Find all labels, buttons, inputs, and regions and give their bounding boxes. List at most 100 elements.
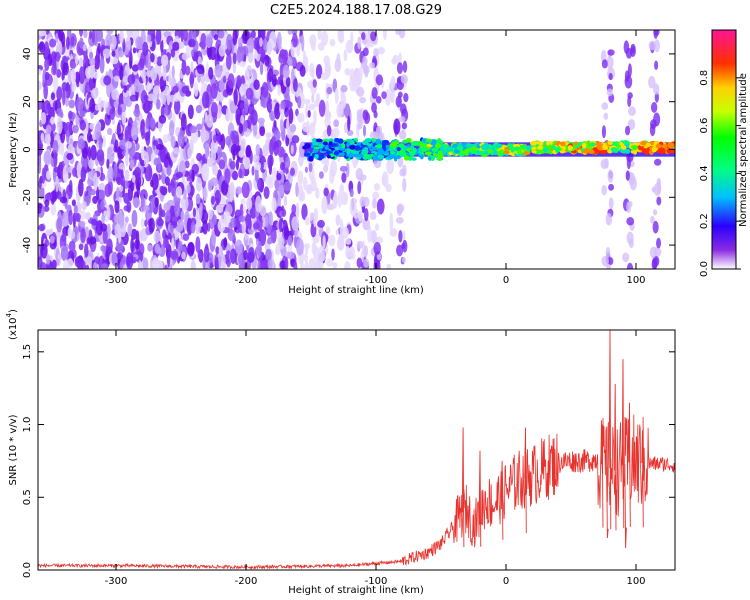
signal-cell — [560, 141, 566, 147]
noise-cell — [74, 54, 79, 66]
signal-cell — [438, 150, 443, 154]
signal-cell — [525, 145, 532, 151]
noise-cell — [303, 252, 308, 263]
signal-cell — [406, 147, 411, 153]
noise-cell — [38, 101, 43, 110]
noise-cell — [308, 103, 316, 111]
noise-cell — [335, 215, 341, 225]
noise-cell — [237, 37, 243, 48]
streak-cell — [370, 31, 377, 42]
streak-cell — [651, 258, 658, 269]
snr-spike — [524, 427, 527, 534]
noise-cell — [45, 133, 51, 145]
streak-cell — [398, 130, 407, 140]
noise-cell — [125, 216, 129, 223]
noise-cell — [52, 139, 59, 155]
noise-cell — [267, 67, 274, 83]
noise-cell — [239, 203, 244, 219]
noise-cell — [49, 38, 57, 48]
signal-cell — [661, 143, 668, 148]
noise-cell — [102, 135, 107, 148]
streak-cell — [630, 43, 636, 54]
streak-cell — [626, 201, 631, 214]
signal-cell — [437, 152, 444, 159]
streak-cell — [372, 197, 377, 209]
noise-cell — [160, 54, 169, 67]
noise-cell — [95, 186, 100, 201]
noise-cell — [91, 218, 98, 226]
noise-cell — [168, 77, 176, 87]
signal-cell — [587, 149, 595, 154]
noise-cell — [352, 208, 359, 219]
signal-cell — [398, 143, 405, 147]
streak-cell — [603, 112, 609, 120]
streak-cell — [362, 109, 369, 121]
streak-cell — [608, 257, 614, 266]
noise-cell — [80, 260, 86, 269]
signal-cell — [464, 152, 469, 156]
noise-cell — [255, 144, 261, 157]
noise-cell — [75, 115, 80, 127]
noise-cell — [304, 243, 311, 250]
noise-cell — [78, 57, 84, 67]
noise-cell — [345, 162, 350, 178]
noise-cell — [85, 264, 90, 269]
noise-cell — [114, 200, 120, 214]
noise-cell — [142, 41, 149, 57]
noise-cell — [297, 95, 302, 109]
noise-cell — [131, 209, 138, 228]
noise-cell — [246, 198, 253, 210]
streak-cell — [605, 212, 613, 226]
noise-cell — [45, 254, 51, 265]
noise-cell — [314, 99, 320, 107]
streak-cell — [601, 184, 607, 196]
noise-cell — [116, 122, 121, 138]
signal-cell — [610, 147, 618, 151]
noise-cell — [113, 214, 121, 224]
colorbar-gradient — [711, 29, 737, 270]
noise-cell — [68, 99, 76, 109]
streak-cell — [373, 241, 381, 255]
noise-cell — [85, 54, 89, 69]
noise-cell — [130, 228, 138, 240]
noise-cell — [293, 78, 298, 92]
signal-cell — [362, 140, 369, 146]
noise-cell — [260, 154, 265, 170]
streak-cell — [362, 217, 370, 231]
noise-cell — [241, 32, 250, 45]
noise-cell — [181, 58, 187, 76]
noise-cell — [101, 213, 105, 225]
noise-cell — [305, 184, 313, 195]
x-tick-label: -300 — [105, 275, 128, 286]
noise-cell — [171, 65, 175, 79]
noise-cell — [150, 67, 158, 81]
noise-cell — [154, 197, 159, 208]
noise-cell — [299, 65, 306, 77]
noise-cell — [291, 216, 300, 231]
signal-cell — [354, 145, 361, 151]
noise-cell — [106, 158, 110, 170]
noise-cell — [88, 157, 95, 169]
noise-cell — [216, 30, 225, 39]
spectrogram-x-ticks: -300 -200 -100 0 100 — [105, 30, 646, 286]
noise-cell — [119, 261, 124, 269]
noise-cell — [274, 102, 281, 120]
signal-cell — [379, 147, 384, 154]
streak-cell — [652, 220, 659, 234]
noise-cell — [227, 73, 235, 89]
noise-cell — [43, 205, 50, 212]
signal-cell — [464, 148, 471, 154]
noise-cell — [144, 219, 148, 227]
noise-cell — [109, 107, 116, 121]
noise-cell — [218, 245, 223, 257]
noise-cell — [273, 130, 281, 141]
noise-cell — [280, 108, 285, 121]
noise-cell — [242, 205, 247, 213]
noise-cell — [137, 259, 142, 269]
signal-cell — [545, 140, 553, 146]
noise-cell — [290, 144, 294, 155]
streak-cell — [376, 125, 383, 135]
noise-cell — [150, 53, 155, 63]
noise-cell — [106, 223, 111, 239]
